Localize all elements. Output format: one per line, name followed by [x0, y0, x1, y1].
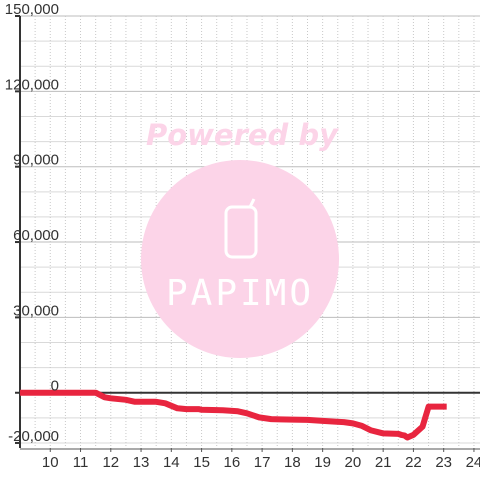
x-tick-label: 22: [405, 454, 422, 471]
x-tick-label: 10: [42, 454, 59, 471]
x-tick-label: 20: [345, 454, 362, 471]
y-tick-label: 120,000: [5, 76, 59, 93]
x-tick-labels: 10 11 12 13 14 15 16 17 18 19 20 21 22 23 24: [42, 454, 480, 471]
y-tick-label: 60,000: [13, 227, 59, 244]
watermark-circle: [141, 160, 339, 358]
watermark-brand-text: PAPIMO: [166, 273, 314, 314]
x-tick-label: 14: [163, 454, 180, 471]
x-tick-label: 11: [73, 454, 89, 471]
y-tick-label: 0: [51, 378, 59, 395]
y-tick-labels: -20,000 0 30,000 60,000 90,000 120,000 150,000: [5, 1, 59, 445]
x-tick-label: 24: [466, 454, 480, 471]
x-tick-label: 16: [223, 454, 240, 471]
x-tick-label: 17: [254, 454, 271, 471]
y-tick-label: 150,000: [5, 1, 59, 18]
x-tick-label: 23: [435, 454, 452, 471]
x-tick-label: 19: [314, 454, 331, 471]
series-layer: [19, 389, 447, 441]
phone-icon: [224, 198, 258, 259]
x-tick-label: 13: [133, 454, 150, 471]
y-tick-label: 30,000: [13, 302, 59, 319]
x-tick-label: 18: [284, 454, 301, 471]
papimo-watermark: Powered by PAPIMO: [141, 118, 339, 358]
y-tick-label: 90,000: [13, 152, 59, 169]
x-tick-label: 15: [193, 454, 210, 471]
grid: [20, 15, 480, 448]
x-tick-label: 12: [102, 454, 119, 471]
x-tick-label: 21: [375, 454, 392, 471]
watermark-powered-text: Powered by: [146, 118, 339, 152]
y-tick-label: -20,000: [8, 428, 59, 445]
